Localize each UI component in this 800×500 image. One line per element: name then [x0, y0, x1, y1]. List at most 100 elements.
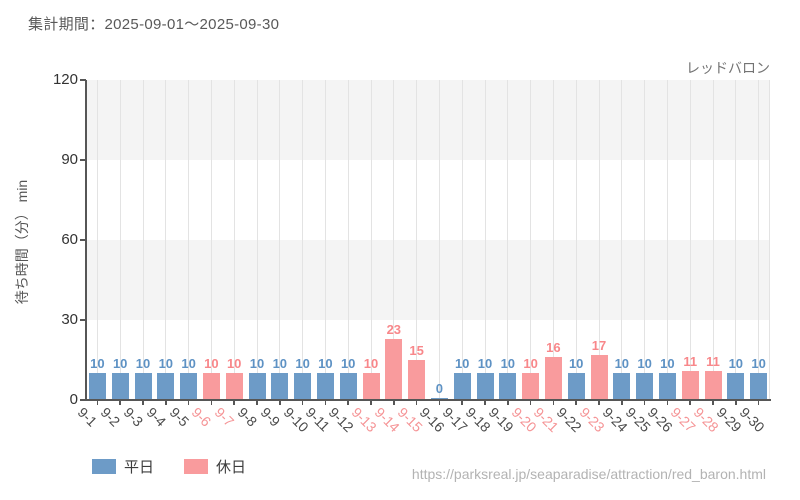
x-tick-mark — [233, 400, 235, 405]
bar-value-label: 10 — [135, 356, 151, 372]
bar-value-label: 23 — [386, 321, 402, 337]
vertical-gridline — [644, 80, 646, 400]
bar — [544, 357, 562, 400]
bar-value-label: 10 — [568, 356, 584, 372]
bar-value-label: 10 — [112, 356, 128, 372]
bar-value-label: 10 — [477, 356, 493, 372]
vertical-gridline — [393, 80, 395, 400]
x-tick-mark — [256, 400, 258, 405]
x-tick-mark — [165, 400, 167, 405]
plot-right-border — [769, 80, 770, 400]
x-tick-label: 9-6 — [189, 404, 215, 430]
bar-value-label: 16 — [546, 340, 561, 356]
legend-label-weekday: 平日 — [124, 459, 155, 476]
bar — [202, 373, 220, 400]
x-tick-mark — [461, 400, 463, 405]
aggregation-period-title: 集計期間：2025-09-01～2025-09-30 — [28, 16, 280, 33]
bar — [248, 373, 266, 400]
bar-value-label: 10 — [272, 356, 288, 372]
bar — [681, 370, 699, 400]
bar-value-label: 10 — [523, 356, 538, 372]
bar-value-label: 10 — [318, 356, 333, 372]
x-tick-label: 9-7 — [211, 404, 238, 430]
legend-item-holiday[interactable]: 休日 — [184, 456, 246, 477]
x-tick-mark — [621, 400, 623, 405]
bar-value-label: 10 — [637, 356, 652, 372]
x-tick-mark — [712, 400, 714, 405]
bar — [613, 373, 631, 400]
attraction-name-label: レッドバロン — [686, 60, 770, 76]
bar — [590, 354, 608, 400]
x-tick-mark — [324, 400, 327, 405]
bar-value-label: 10 — [728, 356, 744, 372]
plot-band — [86, 240, 770, 320]
vertical-gridline — [165, 80, 167, 400]
x-tick-label: 9-3 — [120, 404, 147, 430]
x-tick-mark — [187, 400, 190, 405]
plot-band — [86, 160, 770, 240]
bar — [499, 373, 517, 400]
x-tick-mark — [438, 400, 441, 405]
bar-value-label: 0 — [435, 381, 443, 396]
vertical-gridline — [370, 80, 372, 400]
bar-value-label: 10 — [500, 356, 516, 372]
vertical-gridline — [666, 80, 668, 400]
x-tick-mark — [689, 400, 691, 405]
bar-value-label: 10 — [90, 356, 105, 372]
x-tick-mark — [757, 400, 760, 405]
plot-band — [86, 80, 770, 160]
bar-value-label: 10 — [249, 356, 265, 372]
x-tick-mark — [529, 400, 532, 405]
vertical-gridline — [256, 80, 258, 400]
bar — [339, 373, 357, 400]
x-tick-mark — [279, 400, 281, 405]
x-tick-mark — [301, 400, 304, 405]
bar — [294, 373, 312, 400]
x-tick-mark — [142, 400, 144, 405]
bar-value-label: 10 — [295, 356, 310, 372]
source-url-text: https://parksreal.jp/seaparadise/attract… — [411, 466, 766, 482]
x-tick-mark — [393, 400, 395, 405]
bar-value-label: 15 — [409, 343, 424, 358]
y-tick-label: 90 — [61, 151, 78, 168]
x-tick-mark — [552, 400, 555, 405]
vertical-gridline — [484, 80, 486, 400]
bar — [316, 373, 334, 400]
vertical-gridline — [621, 80, 623, 400]
x-tick-mark — [575, 400, 577, 405]
x-tick-mark — [96, 400, 99, 405]
vertical-gridline — [210, 80, 212, 400]
x-tick-label: 9-8 — [234, 404, 261, 430]
weekday-color-swatch — [92, 459, 116, 474]
bar — [658, 373, 676, 400]
x-tick-mark — [666, 400, 669, 405]
y-tick-mark — [80, 239, 86, 241]
bar — [362, 373, 380, 400]
vertical-gridline — [712, 80, 714, 400]
vertical-gridline — [507, 80, 509, 400]
holiday-color-swatch — [184, 459, 209, 474]
y-tick-mark — [80, 159, 86, 161]
bar-value-label: 10 — [181, 356, 196, 372]
plot-area: 10 9-1 10 9-2 10 9-3 10 9-4 10 9-5 10 9-6 10 9-7 10 9-8… — [53, 71, 771, 435]
bar — [180, 373, 198, 400]
bar-value-label: 10 — [363, 356, 379, 372]
vertical-gridline — [461, 80, 463, 400]
x-tick-mark — [735, 400, 737, 405]
bar — [636, 373, 654, 400]
bar — [453, 373, 471, 400]
bar — [385, 338, 403, 400]
y-axis-line — [85, 80, 87, 400]
bar-value-label: 17 — [591, 337, 607, 353]
bar — [88, 373, 106, 400]
bar — [225, 373, 243, 400]
bar-value-label: 10 — [226, 356, 242, 372]
bar — [271, 373, 289, 400]
bar — [476, 373, 494, 400]
vertical-gridline — [96, 80, 98, 400]
vertical-gridline — [302, 80, 304, 400]
legend-item-weekday[interactable]: 平日 — [92, 456, 154, 477]
vertical-gridline — [689, 80, 691, 400]
y-tick-mark — [80, 319, 86, 321]
